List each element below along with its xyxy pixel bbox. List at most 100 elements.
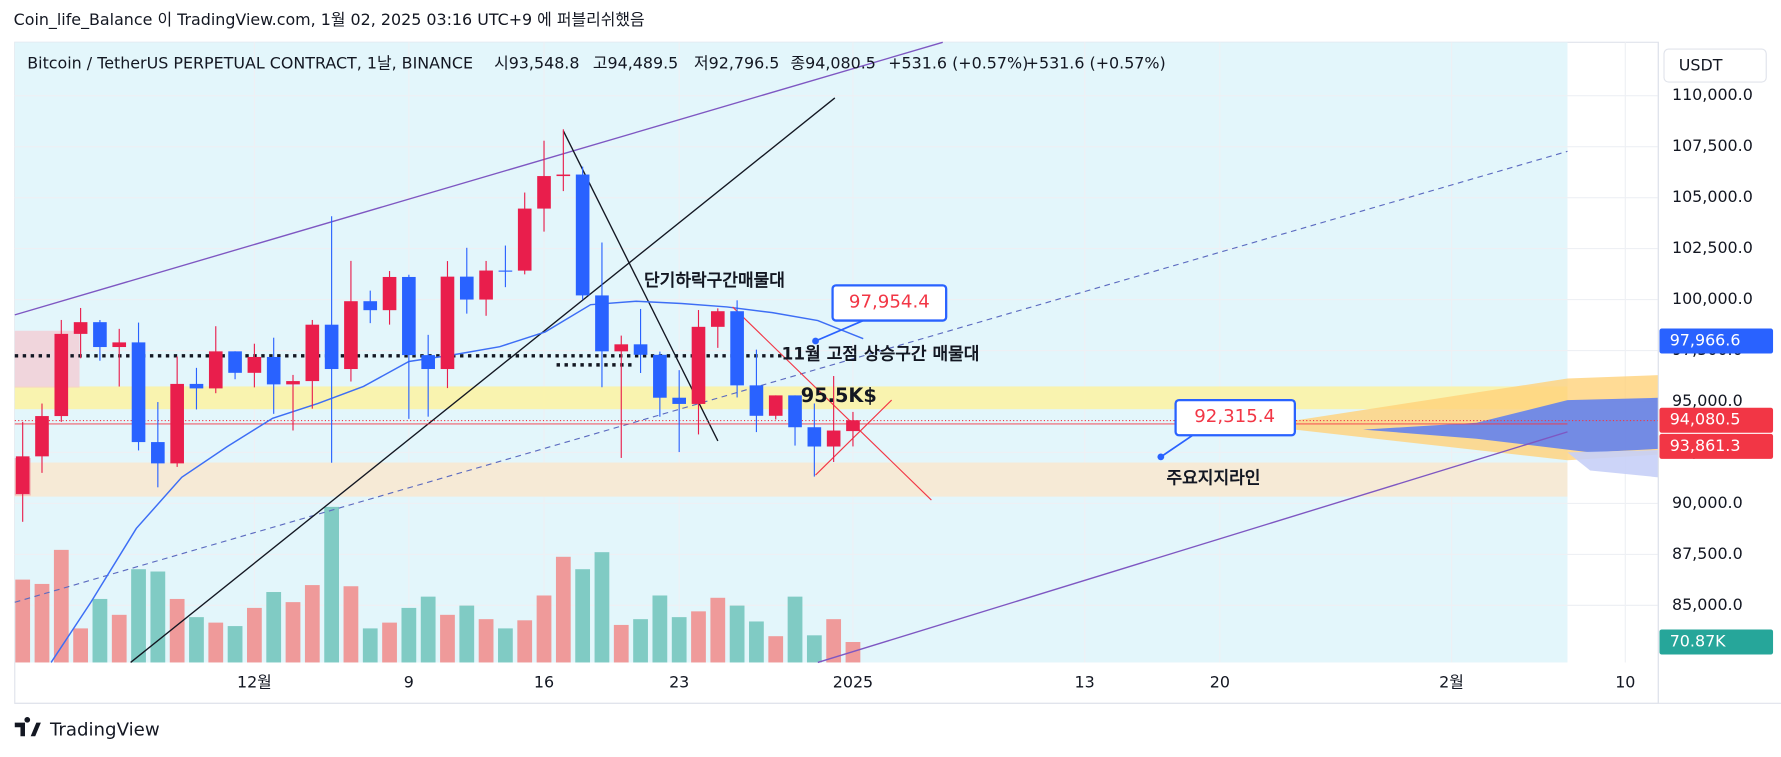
currency-button[interactable] bbox=[1663, 48, 1767, 83]
volume-bar bbox=[691, 611, 706, 663]
volume-label: 70.87K bbox=[1670, 632, 1726, 651]
volume-bar bbox=[111, 614, 127, 663]
candle-body bbox=[131, 342, 146, 443]
x-tick-label: 2025 bbox=[833, 672, 873, 691]
volume-bar bbox=[440, 614, 455, 663]
candle-body bbox=[73, 322, 88, 334]
volume-bar bbox=[671, 617, 687, 663]
y-tick-label: 110,000.0 bbox=[1672, 85, 1753, 104]
x-tick-label: 23 bbox=[669, 672, 689, 691]
header: Coin_life_Balance 이 TradingView.com, 1월 … bbox=[14, 10, 645, 30]
legend-high: 고94,489.5 bbox=[593, 53, 678, 72]
volume-profile bbox=[1294, 375, 1659, 478]
volume-bar bbox=[266, 592, 282, 663]
volume-bar bbox=[787, 596, 803, 663]
callout-dot bbox=[812, 337, 819, 345]
price-label: 94,080.5 bbox=[1670, 410, 1741, 429]
candle-body bbox=[730, 311, 744, 386]
y-tick-label: 90,000.0 bbox=[1672, 493, 1743, 512]
currency[interactable]: USDT bbox=[1679, 56, 1723, 75]
trend-line bbox=[130, 97, 836, 663]
y-tick-label: 85,000.0 bbox=[1672, 595, 1743, 614]
volume-bar bbox=[478, 619, 494, 663]
candle-body bbox=[54, 333, 69, 417]
candle-body bbox=[556, 174, 571, 177]
volume-bar bbox=[131, 569, 146, 663]
volume-bar bbox=[285, 602, 301, 663]
candle-body bbox=[324, 324, 339, 370]
callout-dot bbox=[1157, 453, 1165, 461]
volume-bar bbox=[304, 585, 320, 663]
volume-bar bbox=[749, 621, 764, 663]
volume-bar bbox=[652, 595, 668, 663]
volume-bar bbox=[517, 620, 533, 663]
volume-bar bbox=[189, 617, 204, 663]
callout-box bbox=[1174, 398, 1296, 437]
callout-pointer bbox=[1160, 434, 1194, 458]
volume-bar bbox=[613, 624, 629, 663]
candle-body bbox=[710, 311, 725, 327]
moving-average bbox=[50, 300, 864, 663]
candle-body bbox=[633, 344, 648, 355]
volume-bar bbox=[92, 598, 108, 663]
channel-lower bbox=[817, 431, 1568, 664]
candle-body bbox=[421, 355, 435, 370]
volume-bar bbox=[594, 552, 610, 663]
candle-body bbox=[672, 397, 686, 404]
annotation: 단기하락구간매물대 bbox=[644, 271, 785, 291]
y-tick-label: 102,500.0 bbox=[1672, 238, 1753, 257]
candle-body bbox=[537, 176, 551, 209]
candles bbox=[15, 129, 860, 522]
candle-body bbox=[768, 395, 783, 416]
profile-low bbox=[1567, 450, 1659, 478]
legend-symbol: Bitcoin / TetherUS PERPETUAL CONTRACT, 1… bbox=[27, 53, 473, 72]
y-tick-label: 95,000.0 bbox=[1672, 391, 1743, 410]
annotation: 11월 고점 상승구간 매물대 bbox=[781, 345, 979, 365]
volume-bar bbox=[169, 598, 185, 663]
y-tick-label: 87,500.0 bbox=[1672, 544, 1743, 563]
candle-body bbox=[382, 276, 397, 311]
candle-body bbox=[691, 326, 706, 404]
x-tick-label: 13 bbox=[1075, 672, 1095, 691]
legend-low: 저92,796.5 bbox=[694, 53, 779, 72]
volume-bar bbox=[806, 635, 822, 663]
candle-body bbox=[498, 270, 513, 272]
candle-body bbox=[479, 270, 493, 300]
volume-label-bg bbox=[1659, 629, 1774, 655]
volume-layer bbox=[15, 506, 861, 663]
x-tick-label: 2월 bbox=[1439, 672, 1464, 691]
footer-text: TradingView bbox=[49, 720, 160, 741]
channel-upper bbox=[14, 41, 943, 316]
candle-body bbox=[575, 174, 590, 296]
candle-body bbox=[807, 427, 822, 447]
price-label: 97,966.6 bbox=[1670, 331, 1741, 350]
volume-bar bbox=[710, 597, 726, 663]
red-line bbox=[732, 306, 932, 501]
axes: 85,000.087,500.090,000.092,500.095,000.0… bbox=[14, 42, 1781, 704]
volume-bar bbox=[73, 628, 88, 663]
annotation: 주요지지라인 bbox=[1167, 468, 1261, 488]
volume-bar bbox=[401, 607, 417, 663]
volume-bar bbox=[826, 619, 842, 663]
volume-bar bbox=[498, 628, 513, 663]
volume-bar bbox=[459, 605, 475, 663]
legend-change: +531.6 (+0.57%) bbox=[1026, 53, 1166, 72]
candle-body bbox=[517, 208, 532, 271]
support-band bbox=[14, 462, 1568, 497]
volume-bar bbox=[208, 622, 224, 663]
candle-body bbox=[344, 301, 358, 370]
volume-bar bbox=[729, 605, 745, 663]
red-line-2 bbox=[815, 399, 893, 476]
x-tick-label: 16 bbox=[534, 672, 554, 691]
left-box bbox=[14, 330, 80, 388]
volume-bar bbox=[633, 619, 648, 663]
callout-text: 92,315.4 bbox=[1194, 406, 1275, 427]
y-tick-label: 100,000.0 bbox=[1672, 289, 1753, 308]
x-tick-label: 10 bbox=[1615, 672, 1635, 691]
profile-down bbox=[1363, 397, 1659, 453]
candle-body bbox=[459, 276, 474, 300]
volume-bar bbox=[768, 636, 784, 663]
